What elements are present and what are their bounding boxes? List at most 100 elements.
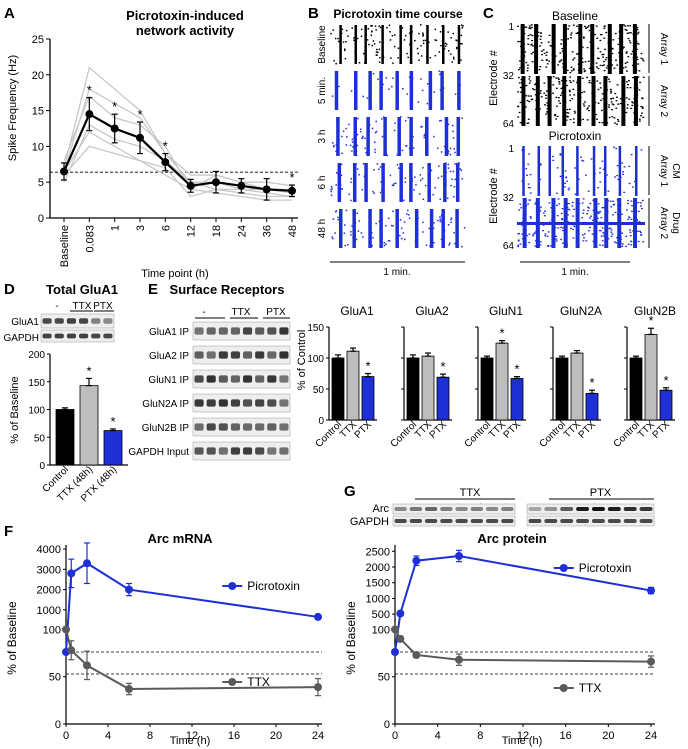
panel-c-drug-array1-spike bbox=[599, 181, 602, 183]
panel-c-baseline-array1-spike bbox=[552, 34, 555, 37]
panel-b-spike bbox=[403, 221, 406, 223]
panel-b-spike bbox=[343, 49, 346, 52]
panel-c-drug-array2-spike bbox=[540, 206, 542, 208]
panel-c-baseline-array2-spike bbox=[639, 120, 641, 122]
panel-c-drug-array1-spike bbox=[622, 171, 624, 173]
panel-b-spike bbox=[411, 194, 413, 196]
panel-b-spike bbox=[330, 194, 333, 197]
panel-c-drug-array2-spike bbox=[582, 240, 585, 242]
panel-c-baseline-array1-spike bbox=[569, 71, 572, 74]
panel-e-glun2b-sig-star: * bbox=[663, 373, 668, 388]
panel-g-arc-blot-band bbox=[470, 507, 483, 511]
panel-c-drug-array2-spike bbox=[537, 232, 540, 235]
panel-c-baseline-array2-spike bbox=[537, 120, 539, 122]
panel-c-baseline-array1-spike bbox=[543, 52, 546, 54]
panel-e-blot-band bbox=[194, 399, 204, 407]
panel-b-spike bbox=[457, 172, 459, 175]
panel-c-drug-array2-spike bbox=[539, 241, 542, 243]
panel-c-drug-array2-spike bbox=[617, 224, 620, 227]
panel-e-blot-band bbox=[279, 351, 289, 359]
panel-c-drug-array2-spike bbox=[639, 231, 642, 234]
panel-c-baseline-array1-spike bbox=[597, 67, 600, 70]
panel-c-baseline-array2-spike bbox=[633, 97, 636, 99]
panel-c-baseline-array2-spike bbox=[574, 112, 576, 114]
panel-b-spike bbox=[388, 240, 391, 242]
panel-c-baseline-array2-spike bbox=[581, 91, 584, 94]
panel-c-baseline-array1-spike bbox=[632, 33, 635, 35]
panel-b-spike bbox=[439, 216, 441, 218]
panel-c-baseline-array2-spike bbox=[528, 78, 531, 80]
panel-c-baseline-array2-spike bbox=[617, 103, 620, 105]
panel-b-spike bbox=[392, 225, 394, 227]
panel-b-spike bbox=[370, 34, 373, 37]
panel-g-blot-label: Arc bbox=[373, 503, 390, 515]
panel-e-blot-band bbox=[255, 375, 265, 383]
panel-b-spike bbox=[403, 238, 406, 241]
panel-b-spike bbox=[439, 218, 442, 220]
panel-b-spike bbox=[367, 145, 370, 147]
panel-b-spike bbox=[447, 224, 450, 226]
panel-b-spike bbox=[356, 144, 359, 147]
panel-c-baseline-array1-spike bbox=[527, 64, 529, 66]
panel-c-baseline-array1-spike bbox=[584, 61, 587, 63]
panel-f-legend-picrotoxin-marker bbox=[228, 582, 237, 590]
panel-c-baseline-array2-spike bbox=[529, 80, 532, 82]
panel-c-baseline-array1-spike bbox=[637, 43, 640, 45]
panel-e-blot-band bbox=[230, 351, 240, 359]
panel-e-blot-strip bbox=[192, 321, 291, 341]
panel-c-baseline-array1-spike bbox=[608, 28, 611, 31]
panel-c-drug-array1-spike bbox=[526, 174, 528, 176]
panel-b-spike bbox=[440, 175, 443, 178]
panel-e-blot-band bbox=[243, 399, 253, 407]
panel-f-ttx-point bbox=[83, 661, 91, 670]
panel-c-baseline-array2-spike bbox=[625, 111, 628, 114]
panel-c-baseline-array2-spike bbox=[566, 84, 568, 87]
panel-e-glua2-bar bbox=[421, 355, 435, 421]
panel-c-baseline-array2-spike bbox=[606, 89, 608, 91]
panel-c-baseline-array2-burst bbox=[521, 76, 526, 126]
panel-c-drug-array2-spike bbox=[570, 227, 572, 229]
panel-c-drug-array2-spike bbox=[522, 220, 524, 223]
panel-c-baseline-array2-spike bbox=[619, 102, 622, 105]
panel-b-spike bbox=[337, 40, 340, 43]
panel-b-spike bbox=[453, 196, 455, 198]
panel-c-drug-array1-spike bbox=[559, 175, 562, 178]
panel-c-drug-array2-spike bbox=[533, 232, 536, 234]
panel-c-baseline-array2-spike bbox=[535, 108, 537, 111]
panel-c-baseline-array1-spike bbox=[534, 69, 537, 71]
panel-c-baseline-array1-spike bbox=[567, 28, 570, 30]
panel-e-blot-strip bbox=[192, 345, 291, 365]
panel-b-spike bbox=[444, 45, 447, 47]
panel-b-spike bbox=[343, 232, 346, 234]
panel-c-drug-array2-spike bbox=[626, 209, 628, 211]
panel-b-spike bbox=[391, 85, 393, 88]
panel-c-drug-array1-spike bbox=[574, 193, 577, 195]
panel-c-baseline-array1-spike bbox=[621, 67, 624, 70]
panel-f-x-tick-label: 0 bbox=[63, 730, 69, 742]
panel-c-drug-array2-spike bbox=[567, 221, 570, 223]
panel-b-spike bbox=[371, 244, 373, 247]
panel-b-spike bbox=[409, 43, 411, 46]
panel-g-arc-blot-band bbox=[394, 507, 407, 511]
panel-c-baseline-array1-spike bbox=[619, 53, 622, 55]
panel-c-baseline-array1-spike bbox=[634, 69, 637, 71]
panel-a-individual-trace bbox=[63, 88, 293, 187]
panel-b-spike bbox=[444, 42, 447, 45]
panel-b-spike bbox=[396, 164, 399, 166]
panel-c-drug-array2-spike bbox=[593, 200, 595, 202]
panel-b-spike bbox=[387, 217, 390, 220]
panel-c-baseline-array1-spike bbox=[521, 53, 524, 56]
panel-c-baseline-array1-spike bbox=[609, 43, 612, 45]
panel-c-drug-array1-burst bbox=[603, 146, 607, 196]
panel-c-baseline-array2-spike bbox=[518, 111, 521, 114]
panel-letter-e: E bbox=[148, 281, 158, 298]
panel-c-drug-array1-spike bbox=[563, 186, 566, 188]
panel-b-spike bbox=[403, 39, 406, 41]
panel-c-baseline-array2-spike bbox=[520, 91, 522, 93]
panel-c-drug-array1-spike bbox=[628, 165, 631, 167]
panel-e-blot-label: GAPDH Input bbox=[128, 447, 189, 458]
panel-c-baseline-array1-spike bbox=[581, 46, 584, 48]
